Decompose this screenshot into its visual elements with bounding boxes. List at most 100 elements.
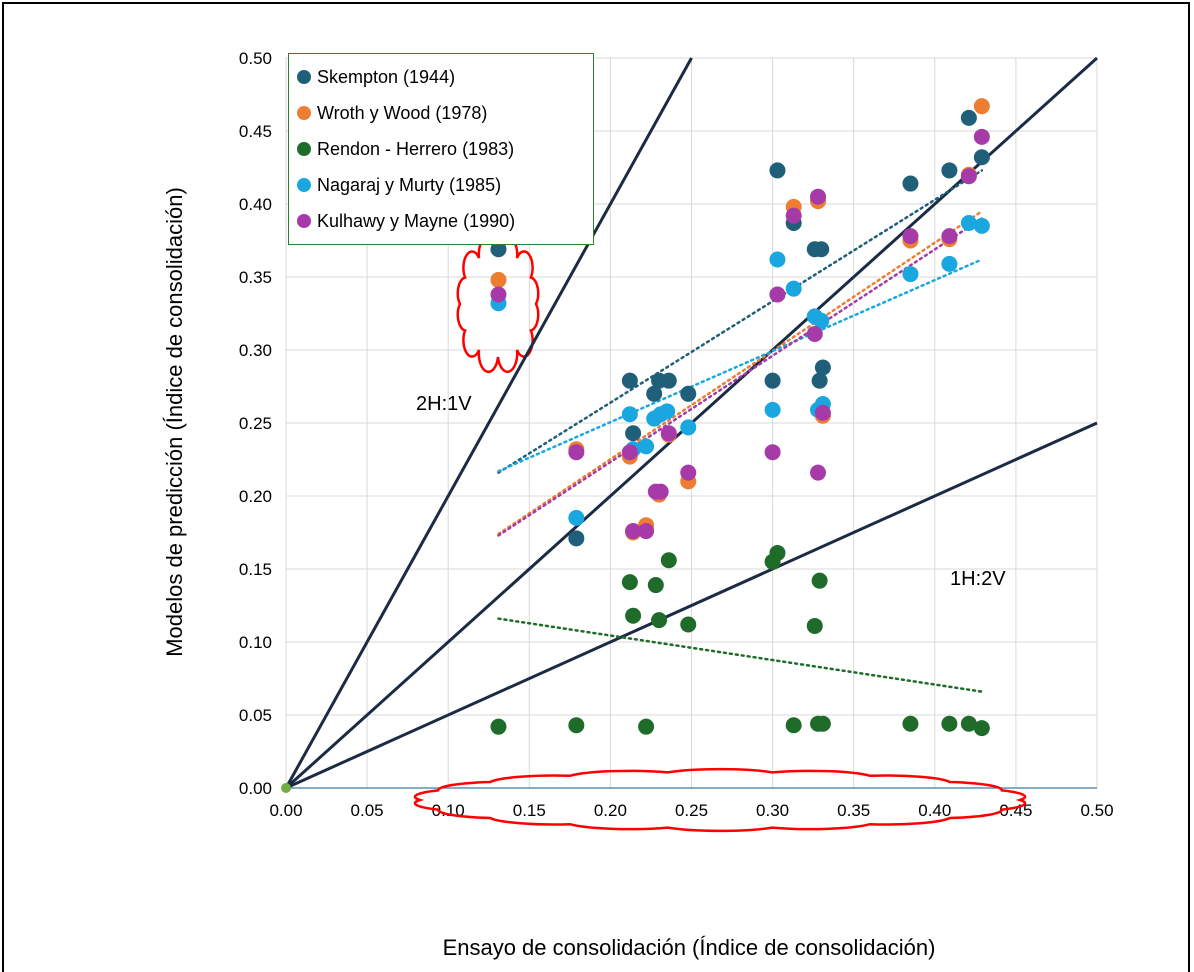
trendline [497,258,984,473]
data-point [811,572,828,589]
data-point [960,214,977,231]
data-point [960,109,977,126]
data-point [660,552,677,569]
data-point [659,403,676,420]
data-point [785,717,802,734]
data-point [638,438,655,455]
legend-item: Kulhawy y Mayne (1990) [297,203,593,239]
data-point [941,715,958,732]
x-tick-label: 0.00 [269,801,302,820]
data-point [769,544,786,561]
trendline [497,169,984,474]
data-point [621,406,638,423]
annotation-2h1v: 2H:1V [416,393,472,415]
trendlines [497,169,984,693]
x-tick-labels: 0.00 0.05 0.10 0.15 0.20 0.25 0.30 0.35 0.40 0.45… [269,801,1113,820]
legend-item: Skempton (1944) [297,59,593,95]
data-point [638,718,655,735]
cloud-outline-left [456,235,540,373]
data-point [647,577,664,594]
data-point [960,715,977,732]
trendline [497,617,984,693]
data-points [490,98,990,737]
highlight-clouds [413,235,1027,833]
data-point [902,228,919,245]
legend: Skempton (1944) Wroth y Wood (1978) Rend… [288,53,594,245]
data-point [813,241,830,258]
data-point [651,612,668,629]
data-point [806,617,823,634]
data-point [806,325,823,342]
y-tick-label: 0.30 [239,341,272,360]
y-tick-label: 0.15 [239,560,272,579]
x-tick-label: 0.15 [513,801,546,820]
legend-label: Kulhawy y Mayne (1990) [317,210,516,231]
data-point [680,385,697,402]
legend-item: Nagaraj y Murty (1985) [297,167,593,203]
data-point [652,483,669,500]
y-tick-labels: 0.00 0.05 0.10 0.15 0.20 0.25 0.30 0.35 0.40 0.45… [239,49,272,798]
data-point [660,372,677,389]
x-tick-label: 0.40 [918,801,951,820]
data-point [902,266,919,283]
data-point [646,385,663,402]
trendline [497,210,984,536]
x-tick-label: 0.25 [675,801,708,820]
data-point [941,255,958,272]
data-point [813,312,830,329]
data-point [902,715,919,732]
data-point [973,217,990,234]
data-point [680,464,697,481]
data-point [941,228,958,245]
data-point [490,718,507,735]
data-point [785,207,802,224]
y-tick-label: 0.25 [239,414,272,433]
data-point [490,271,507,288]
reference-line [285,421,1098,790]
legend-marker [297,142,311,156]
data-point [814,359,831,376]
data-point [764,372,781,389]
cloud-outline-bottom [413,767,1027,833]
data-point [568,530,585,547]
data-point [680,419,697,436]
y-tick-label: 0.35 [239,268,272,287]
data-point [973,720,990,737]
y-tick-label: 0.40 [239,195,272,214]
data-point [810,464,827,481]
data-point [490,286,507,303]
y-tick-label: 0.05 [239,706,272,725]
data-point [973,149,990,166]
legend-label: Wroth y Wood (1978) [317,102,488,123]
legend-marker [297,70,311,84]
x-tick-label: 0.20 [594,801,627,820]
data-point [814,404,831,421]
annotation-1h2v: 1H:2V [950,568,1006,590]
x-tick-label: 0.50 [1080,801,1113,820]
data-point [568,509,585,526]
y-tick-label: 0.10 [239,633,272,652]
data-point [769,251,786,268]
x-tick-label: 0.05 [351,801,384,820]
origin-point [281,783,291,793]
data-point [811,372,828,389]
data-point [625,425,642,442]
data-point [769,286,786,303]
data-point [973,98,990,115]
data-point [973,128,990,145]
data-point [769,162,786,179]
data-point [680,616,697,633]
legend-item: Wroth y Wood (1978) [297,95,593,131]
data-point [960,168,977,185]
legend-label: Skempton (1944) [317,66,456,87]
data-point [810,188,827,205]
reference-line [284,57,693,789]
legend-marker [297,106,311,120]
x-axis-title: Ensayo de consolidación (Índice de conso… [443,935,936,960]
x-tick-label: 0.35 [837,801,870,820]
data-point [621,574,638,591]
data-point [660,425,677,442]
data-point [490,241,507,258]
